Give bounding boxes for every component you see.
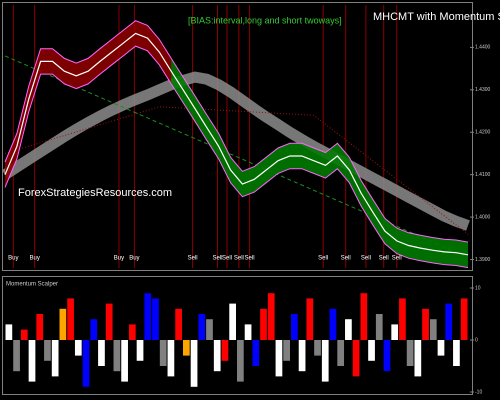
y-tick-label: -10 — [475, 389, 482, 395]
ribbon-edge — [170, 58, 469, 243]
y-tick-label: 0 — [475, 337, 478, 343]
bar — [391, 324, 399, 340]
bar — [383, 340, 391, 372]
bar — [422, 308, 429, 340]
bar — [67, 298, 74, 340]
bar — [198, 314, 206, 340]
ribbon-edge — [170, 83, 469, 269]
bar — [51, 340, 59, 377]
bar — [28, 340, 36, 382]
signal-label: Sell — [392, 256, 402, 262]
ribbon-fill — [5, 20, 172, 188]
signal-label: Sell — [245, 256, 255, 262]
bar — [237, 340, 244, 382]
bar — [136, 340, 144, 361]
bar — [213, 340, 221, 372]
bar — [20, 329, 28, 340]
bar — [306, 298, 314, 340]
bar — [121, 340, 128, 382]
bar — [113, 340, 121, 372]
signal-label: Sell — [234, 256, 244, 262]
signal-label: Sell — [188, 256, 198, 262]
bar — [175, 308, 182, 340]
bar — [5, 324, 13, 340]
signal-label: Sell — [212, 256, 222, 262]
bar — [375, 314, 383, 340]
ribbon-edge — [4, 45, 172, 188]
bar — [252, 340, 260, 366]
bar — [298, 340, 306, 372]
watermark: ForexStrategiesResources.com — [18, 187, 172, 199]
bar — [152, 298, 159, 340]
bar — [13, 340, 20, 372]
signal-label: Sell — [222, 256, 232, 262]
bar — [406, 340, 414, 366]
bar — [90, 319, 98, 340]
bar — [429, 319, 437, 340]
bar — [167, 340, 175, 377]
bar — [82, 340, 90, 387]
bar — [414, 340, 422, 377]
bar — [128, 324, 136, 340]
series-line — [2, 71, 470, 231]
bar — [437, 340, 445, 356]
signal-label: Sell — [341, 256, 351, 262]
bar — [321, 340, 329, 382]
bar — [105, 303, 113, 340]
bar — [453, 340, 460, 366]
bar — [291, 314, 298, 340]
signal-label: Buy — [8, 256, 18, 262]
bar — [399, 298, 406, 340]
bar — [59, 308, 67, 340]
signal-label: Buy — [114, 256, 124, 262]
chart-subtitle: [BIAS:interval,long and short twoways] — [188, 15, 342, 25]
bar — [98, 340, 105, 366]
signal-label: Sell — [379, 256, 389, 262]
y-tick-label: 1.4300 — [475, 87, 491, 93]
bar — [190, 340, 198, 387]
bar — [368, 340, 375, 361]
bar — [275, 340, 283, 377]
y-tick-label: 1.4200 — [475, 130, 491, 136]
bar — [229, 303, 236, 340]
bar — [337, 340, 345, 366]
bar — [159, 340, 167, 366]
signal-label: Sell — [318, 256, 328, 262]
y-tick-label: 10 — [475, 285, 481, 291]
bar — [74, 340, 82, 356]
bar — [267, 293, 275, 340]
chart-title: MHCMT with Momentum Scalper — [373, 11, 500, 23]
bar — [460, 298, 468, 340]
sub-frame — [2, 276, 473, 395]
signal-label: Buy — [30, 256, 40, 262]
bar — [221, 340, 229, 361]
bar — [244, 324, 252, 340]
bar — [44, 340, 51, 361]
signal-label: Sell — [361, 256, 371, 262]
bar — [445, 303, 453, 340]
sub-title: Momentum Scalper — [6, 282, 58, 288]
bar — [206, 319, 213, 340]
y-tick-label: 1.4400 — [475, 45, 491, 51]
bar — [36, 314, 44, 340]
bar — [352, 340, 360, 377]
series-line — [4, 32, 469, 256]
main-frame — [2, 2, 473, 271]
y-tick-label: 1.3900 — [475, 257, 491, 263]
bar — [260, 308, 267, 340]
ribbon-edge — [4, 20, 172, 163]
y-tick-label: 1.4000 — [475, 214, 491, 220]
signal-label: Buy — [129, 256, 139, 262]
bar — [329, 308, 337, 340]
bar — [182, 340, 190, 356]
bar — [345, 319, 352, 340]
bar — [314, 340, 321, 356]
bar — [360, 293, 368, 340]
bar — [144, 293, 152, 340]
bar — [283, 340, 291, 361]
y-tick-label: 1.4100 — [475, 172, 491, 178]
